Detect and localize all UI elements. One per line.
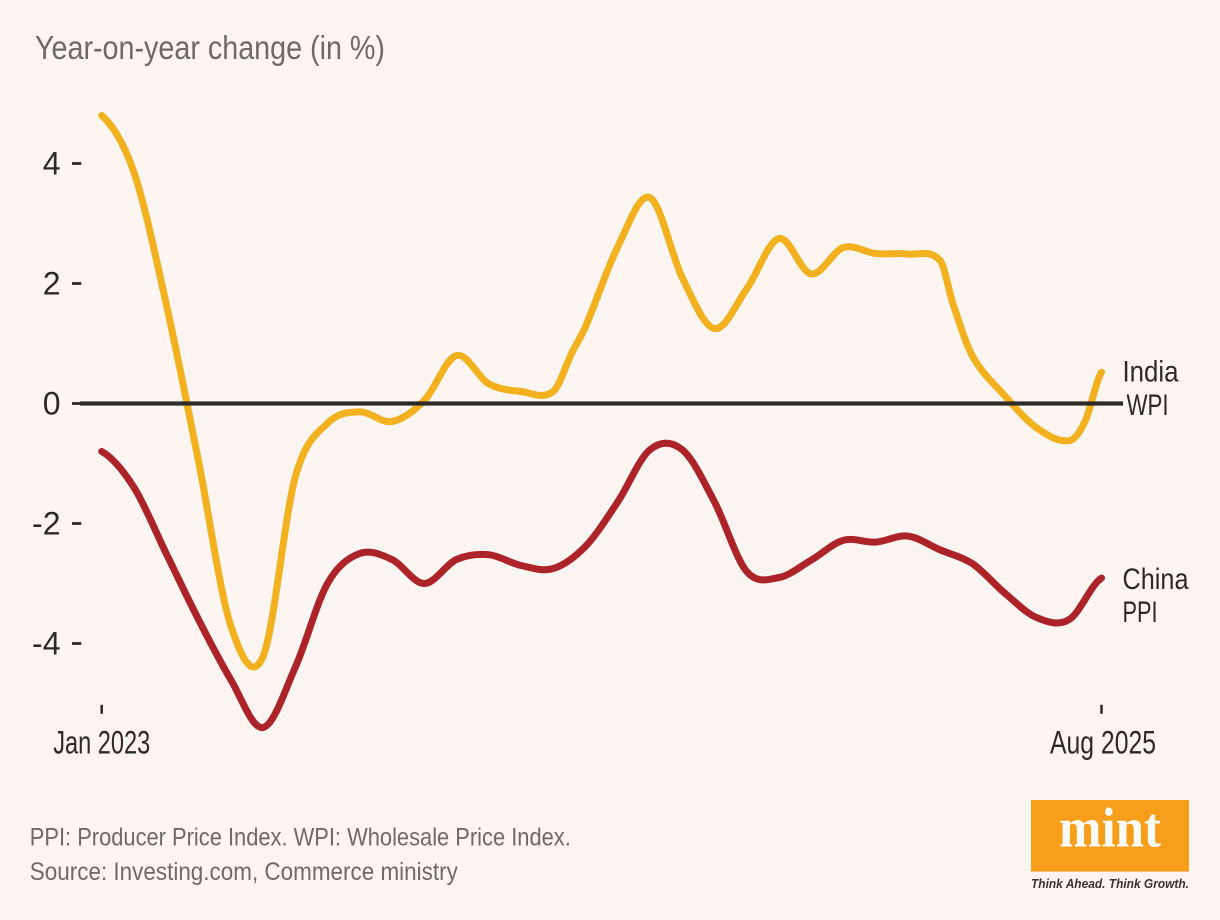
svg-text:-2: -2 bbox=[32, 506, 60, 542]
svg-text:China: China bbox=[1123, 563, 1189, 596]
svg-text:WPI: WPI bbox=[1127, 389, 1169, 422]
svg-text:Source: Investing.com, Commerc: Source: Investing.com, Commerce ministry bbox=[30, 858, 458, 886]
svg-text:-4: -4 bbox=[32, 626, 60, 662]
svg-text:4: 4 bbox=[43, 146, 61, 182]
svg-text:Aug 2025: Aug 2025 bbox=[1050, 725, 1156, 761]
svg-text:mint: mint bbox=[1059, 798, 1161, 860]
svg-text:PPI: PPI bbox=[1123, 596, 1158, 629]
svg-text:2: 2 bbox=[43, 266, 61, 302]
svg-text:0: 0 bbox=[43, 386, 61, 422]
svg-text:Year-on-year change (in %): Year-on-year change (in %) bbox=[35, 29, 385, 66]
svg-text:Jan 2023: Jan 2023 bbox=[53, 725, 150, 761]
svg-text:PPI: Producer Price Index. WPI: PPI: Producer Price Index. WPI: Wholesal… bbox=[30, 824, 571, 852]
svg-text:India: India bbox=[1123, 356, 1179, 389]
svg-text:Think Ahead. Think Growth.: Think Ahead. Think Growth. bbox=[1031, 876, 1189, 891]
